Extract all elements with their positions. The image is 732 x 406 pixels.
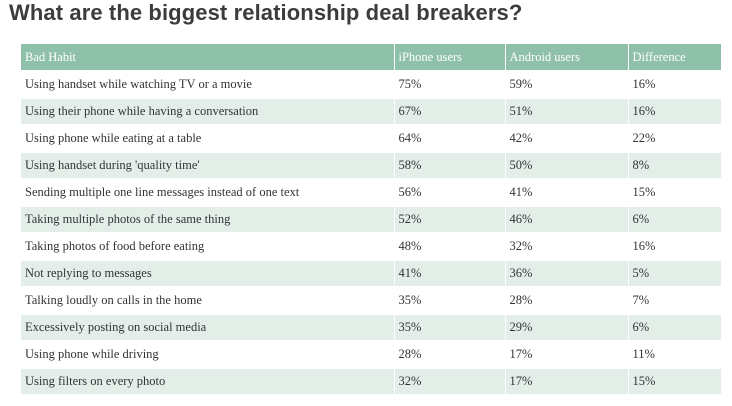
android-users-cell: 17% xyxy=(505,367,629,394)
bad-habit-cell: Using phone while driving xyxy=(21,340,395,368)
table-row: Excessively posting on social media 35% 29… xyxy=(21,313,721,341)
bad-habit-cell: Using handset during 'quality time' xyxy=(21,151,395,179)
difference-cell: 8% xyxy=(628,151,721,179)
android-users-cell: 46% xyxy=(505,205,629,233)
table-row: Using handset during 'quality time' 58% 50… xyxy=(21,151,721,179)
table-row: Taking photos of food before eating 48% 32… xyxy=(21,232,721,260)
table-row: Using handset while watching TV or a mov… xyxy=(21,70,721,98)
android-users-cell: 42% xyxy=(505,124,629,152)
difference-cell: 16% xyxy=(628,97,721,125)
bad-habit-cell: Using filters on every photo xyxy=(21,367,395,394)
bad-habit-cell: Using handset while watching TV or a mov… xyxy=(21,70,395,98)
iphone-users-cell: 67% xyxy=(394,97,506,125)
table-header-row: Bad Habit iPhone users Android users Dif… xyxy=(21,44,721,71)
difference-cell: 15% xyxy=(628,367,721,394)
android-users-cell: 32% xyxy=(505,232,629,260)
iphone-users-cell: 32% xyxy=(394,367,506,394)
column-header-difference: Difference xyxy=(628,44,721,71)
difference-cell: 15% xyxy=(628,178,721,206)
bad-habit-cell: Taking photos of food before eating xyxy=(21,232,395,260)
iphone-users-cell: 52% xyxy=(394,205,506,233)
bad-habit-cell: Using their phone while having a convers… xyxy=(21,97,395,125)
iphone-users-cell: 75% xyxy=(394,70,506,98)
difference-cell: 16% xyxy=(628,232,721,260)
difference-cell: 5% xyxy=(628,259,721,287)
bad-habit-cell: Using phone while eating at a table xyxy=(21,124,395,152)
difference-cell: 6% xyxy=(628,313,721,341)
difference-cell: 11% xyxy=(628,340,721,368)
android-users-cell: 17% xyxy=(505,340,629,368)
iphone-users-cell: 58% xyxy=(394,151,506,179)
iphone-users-cell: 41% xyxy=(394,259,506,287)
bad-habit-cell: Talking loudly on calls in the home xyxy=(21,286,395,314)
bad-habit-cell: Sending multiple one line messages inste… xyxy=(21,178,395,206)
table-row: Using phone while driving 28% 17% 11% xyxy=(21,340,721,368)
column-header-android-users: Android users xyxy=(505,44,629,71)
table-row: Using phone while eating at a table 64% 42… xyxy=(21,124,721,152)
page-title: What are the biggest relationship deal b… xyxy=(9,0,523,25)
android-users-cell: 50% xyxy=(505,151,629,179)
deal-breakers-table: Bad Habit iPhone users Android users Dif… xyxy=(21,44,721,394)
iphone-users-cell: 35% xyxy=(394,313,506,341)
bad-habit-cell: Excessively posting on social media xyxy=(21,313,395,341)
iphone-users-cell: 56% xyxy=(394,178,506,206)
difference-cell: 7% xyxy=(628,286,721,314)
table-body: Using handset while watching TV or a mov… xyxy=(21,70,721,394)
android-users-cell: 28% xyxy=(505,286,629,314)
bad-habit-cell: Not replying to messages xyxy=(21,259,395,287)
android-users-cell: 51% xyxy=(505,97,629,125)
android-users-cell: 36% xyxy=(505,259,629,287)
table-row: Talking loudly on calls in the home 35% 28… xyxy=(21,286,721,314)
table-row: Sending multiple one line messages inste… xyxy=(21,178,721,206)
difference-cell: 22% xyxy=(628,124,721,152)
column-header-bad-habit: Bad Habit xyxy=(21,44,395,71)
table-row: Using filters on every photo 32% 17% 15% xyxy=(21,367,721,394)
bad-habit-cell: Taking multiple photos of the same thing xyxy=(21,205,395,233)
iphone-users-cell: 64% xyxy=(394,124,506,152)
iphone-users-cell: 28% xyxy=(394,340,506,368)
android-users-cell: 41% xyxy=(505,178,629,206)
table-row: Not replying to messages 41% 36% 5% xyxy=(21,259,721,287)
difference-cell: 16% xyxy=(628,70,721,98)
difference-cell: 6% xyxy=(628,205,721,233)
table-row: Taking multiple photos of the same thing… xyxy=(21,205,721,233)
iphone-users-cell: 48% xyxy=(394,232,506,260)
android-users-cell: 29% xyxy=(505,313,629,341)
table-row: Using their phone while having a convers… xyxy=(21,97,721,125)
iphone-users-cell: 35% xyxy=(394,286,506,314)
android-users-cell: 59% xyxy=(505,70,629,98)
column-header-iphone-users: iPhone users xyxy=(394,44,506,71)
